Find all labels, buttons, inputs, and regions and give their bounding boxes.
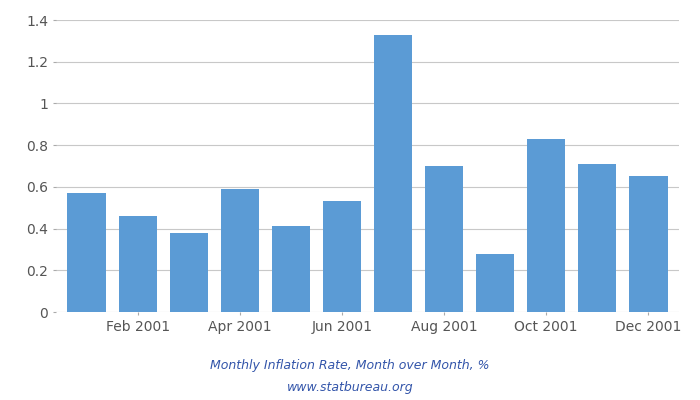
- Text: Monthly Inflation Rate, Month over Month, %: Monthly Inflation Rate, Month over Month…: [210, 360, 490, 372]
- Bar: [476, 254, 514, 312]
- Text: www.statbureau.org: www.statbureau.org: [287, 382, 413, 394]
- Bar: [527, 139, 566, 312]
- Bar: [578, 164, 617, 312]
- Bar: [169, 233, 208, 312]
- Bar: [220, 189, 259, 312]
- Bar: [425, 166, 463, 312]
- Bar: [323, 202, 361, 312]
- Bar: [118, 216, 157, 312]
- Bar: [374, 34, 412, 312]
- Bar: [629, 176, 668, 312]
- Bar: [67, 193, 106, 312]
- Bar: [272, 226, 310, 312]
